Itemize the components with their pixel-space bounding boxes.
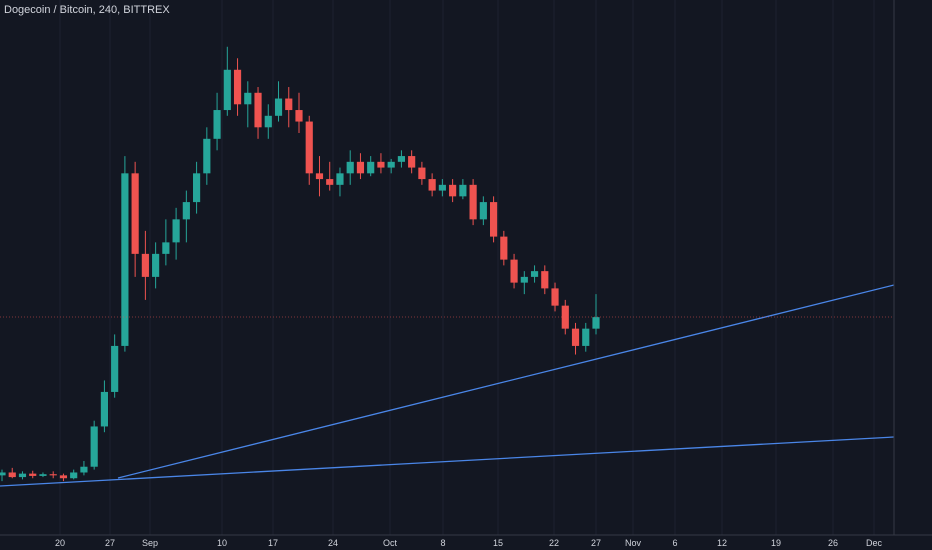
candle-body[interactable] [203,138,211,174]
candle-body[interactable] [152,253,160,277]
trendline-upper[interactable] [117,284,895,479]
trendline-lower[interactable] [0,436,895,487]
candle-body[interactable] [254,92,262,128]
candle-body[interactable] [233,69,242,105]
horizontal-levels [0,316,894,318]
x-tick-label: 10 [217,538,227,548]
candle-body[interactable] [551,288,559,306]
x-tick-label: Dec [866,538,883,548]
candle-body[interactable] [510,259,518,283]
candle-body[interactable] [326,179,334,185]
candle-body[interactable] [285,98,293,111]
candle-body[interactable] [39,474,47,476]
candle-body[interactable] [182,202,190,220]
x-tick-label: 17 [268,538,278,548]
candle-body[interactable] [490,202,498,237]
price-axis-bg [894,0,932,535]
candle-body[interactable] [541,271,549,289]
candle-body[interactable] [367,161,375,174]
candle-body[interactable] [500,236,508,260]
candle-body[interactable] [438,184,446,191]
candle-body[interactable] [244,92,252,105]
candle-body[interactable] [356,161,365,174]
x-tick-label: 8 [440,538,445,548]
candle-body[interactable] [315,173,324,180]
candle-body[interactable] [172,219,180,243]
candle-body[interactable] [336,173,344,185]
x-tick-label: 12 [717,538,727,548]
candle-body[interactable] [80,466,88,473]
candle-body[interactable] [459,184,467,197]
trendlines [0,284,895,487]
candle-body[interactable] [387,161,395,168]
chart-title: Dogecoin / Bitcoin, 240, BITTREX [4,4,170,16]
candle-body[interactable] [418,167,426,180]
x-tick-label: 6 [672,538,677,548]
candle-body[interactable] [571,328,580,346]
candle-body[interactable] [561,305,569,329]
candle-body[interactable] [59,475,68,479]
x-tick-label: 20 [55,538,65,548]
x-tick-label: 26 [828,538,838,548]
candle-body[interactable] [49,474,57,476]
candle-body[interactable] [469,184,477,220]
candle-body[interactable] [397,156,405,162]
candle-body[interactable] [582,328,590,346]
candle-body[interactable] [18,473,27,478]
candle-body[interactable] [223,69,231,111]
candle-body[interactable] [295,110,303,122]
candle-body[interactable] [162,242,170,254]
x-tick-label: 27 [591,538,601,548]
grid [59,0,875,535]
candle-body[interactable] [592,317,600,329]
candle-body[interactable] [479,202,487,220]
candle-body[interactable] [264,115,272,128]
x-tick-label: 15 [493,538,503,548]
price-axis[interactable]: 0.000001150.000001100.000001050.00000100… [893,0,932,535]
x-tick-label: 22 [549,538,559,548]
candle-body[interactable] [408,156,416,168]
x-tick-label: 19 [771,538,781,548]
candle-body[interactable] [70,472,78,479]
candle-body[interactable] [449,184,457,197]
candle-body[interactable] [274,98,283,116]
candle-body[interactable] [377,161,385,168]
candle-body[interactable] [8,472,16,478]
candle-body[interactable] [428,179,436,191]
time-axis[interactable]: 20 27 Sep 10 17 24 Oct 8 15 22 27 Nov 6 12 19 26 Dec [0,534,932,550]
candle-body[interactable] [100,391,108,427]
candle-body[interactable] [520,276,528,283]
x-tick-label: Nov [625,538,642,548]
candle-body[interactable] [131,173,139,254]
time-axis-bg [0,535,932,550]
candle-body[interactable] [346,161,354,174]
x-tick-label: Sep [142,538,158,548]
candle-body[interactable] [111,345,119,392]
candle-body[interactable] [193,173,201,203]
candle-body[interactable] [121,173,129,346]
candle-body[interactable] [213,110,221,139]
candle-body[interactable] [305,121,313,174]
x-tick-label: 27 [105,538,115,548]
candle-body[interactable] [90,426,98,467]
x-tick-label: Oct [383,538,398,548]
x-tick-label: 24 [328,538,338,548]
candle-body[interactable] [530,271,539,277]
candle-body[interactable] [141,253,149,277]
candlestick-series [0,46,600,482]
candle-body[interactable] [0,472,6,476]
candle-body[interactable] [29,473,37,476]
